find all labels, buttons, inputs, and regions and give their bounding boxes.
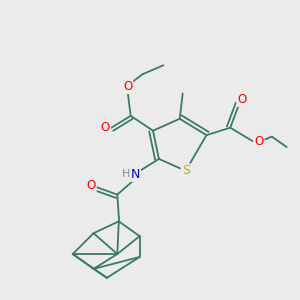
Text: S: S	[182, 164, 190, 177]
Text: O: O	[101, 121, 110, 134]
Text: O: O	[238, 93, 247, 106]
Text: N: N	[130, 168, 140, 181]
Text: H: H	[122, 169, 130, 179]
Text: O: O	[123, 80, 132, 93]
Text: O: O	[254, 135, 264, 148]
Text: O: O	[86, 179, 96, 192]
